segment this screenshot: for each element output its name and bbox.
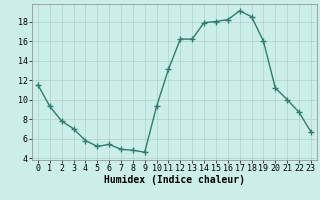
X-axis label: Humidex (Indice chaleur): Humidex (Indice chaleur) xyxy=(104,175,245,185)
